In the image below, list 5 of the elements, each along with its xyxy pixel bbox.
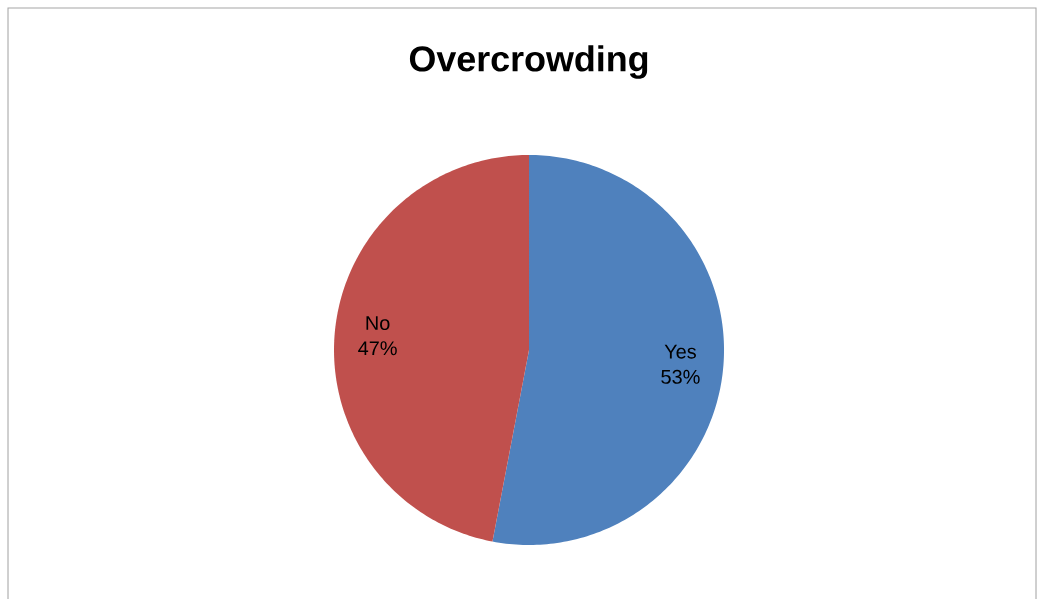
chart-title: Overcrowding bbox=[409, 45, 648, 79]
slice-label: Yes bbox=[664, 344, 696, 359]
data-label: 47% bbox=[358, 341, 397, 356]
data-label: 53% bbox=[661, 369, 700, 384]
slice-label: No bbox=[366, 316, 390, 331]
